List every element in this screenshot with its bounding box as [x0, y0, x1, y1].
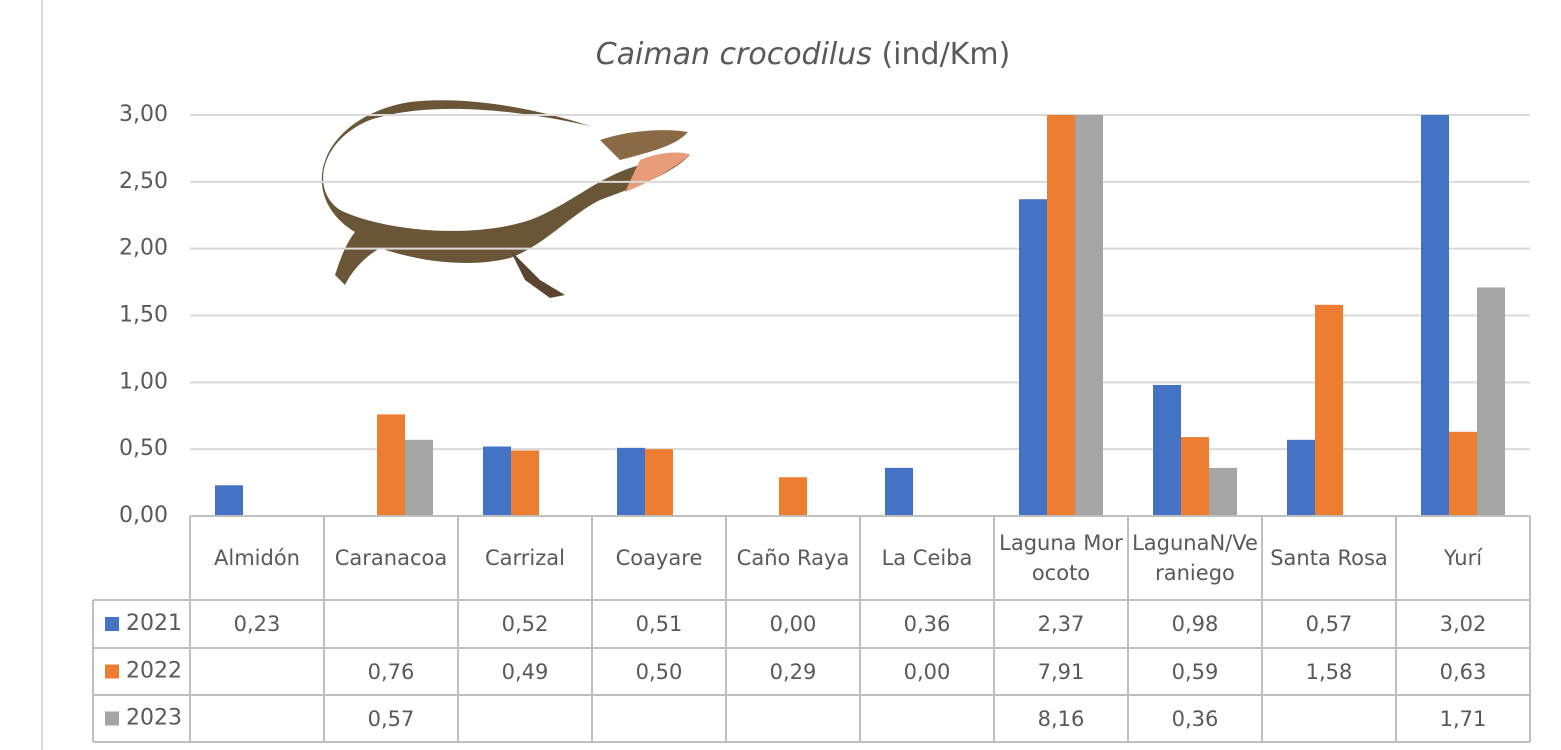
table-value: 0,57: [367, 706, 415, 731]
table-value: 0,36: [1171, 706, 1219, 731]
y-tick-label: 1,00: [119, 369, 168, 394]
category-label: Yurí: [1443, 546, 1483, 570]
y-tick-label: 0,50: [119, 436, 168, 461]
table-value: 0,00: [903, 659, 951, 684]
bar: [779, 477, 807, 516]
bar: [1315, 304, 1343, 516]
table-value: 0,00: [769, 612, 817, 636]
y-tick-label: 2,50: [119, 169, 168, 194]
table-value: 0,52: [501, 612, 549, 636]
title-species: Caiman crocodilus: [596, 37, 872, 72]
table-value: 1,58: [1305, 659, 1353, 684]
table-value: 0,76: [367, 659, 415, 684]
table-value: 0,50: [635, 659, 683, 684]
table-value: 8,16: [1037, 706, 1085, 731]
bar: [1019, 199, 1047, 516]
legend-swatch: [105, 711, 119, 726]
table-value: 2,37: [1037, 612, 1085, 636]
table-value: 0,51: [635, 612, 683, 636]
bar: [405, 439, 433, 516]
y-tick-label: 0,00: [119, 503, 168, 528]
title-unit: (ind/Km): [881, 37, 1010, 72]
bar: [617, 447, 645, 516]
bar: [483, 446, 511, 516]
legend-label: 2021: [126, 611, 182, 636]
bar: [1153, 385, 1181, 516]
table-value: 0,59: [1171, 659, 1219, 684]
table-value: 0,57: [1305, 612, 1353, 636]
table-value: 0,49: [501, 659, 549, 684]
chart-title: Caiman crocodilus (ind/Km): [596, 37, 1011, 72]
table-value: 0,29: [769, 659, 817, 684]
category-label: Caranacoa: [334, 546, 448, 570]
table-value: 0,98: [1171, 612, 1219, 636]
bar: [1287, 439, 1315, 516]
bar: [377, 414, 405, 516]
table-value: 0,63: [1439, 659, 1487, 684]
y-tick-label: 3,00: [119, 102, 168, 127]
legend-label: 2022: [126, 659, 182, 684]
bar: [1181, 437, 1209, 516]
category-label: Caño Raya: [736, 546, 850, 570]
plot-area: [215, 115, 1505, 516]
legend-swatch: [105, 617, 119, 631]
bar: [1477, 287, 1505, 516]
bar: [1421, 115, 1449, 516]
y-tick-label: 1,50: [119, 303, 168, 328]
category-label: Santa Rosa: [1270, 546, 1388, 570]
bar: [885, 467, 913, 516]
crocodile-illustration: [321, 100, 690, 298]
y-tick-label: 2,00: [119, 236, 168, 261]
legend-label: 2023: [126, 706, 182, 731]
category-label: La Ceiba: [881, 546, 973, 570]
table-value: 7,91: [1037, 659, 1085, 684]
bar: [1075, 115, 1103, 516]
bar: [645, 449, 673, 516]
table-value: 0,23: [233, 612, 281, 636]
legend-swatch: [105, 664, 119, 679]
bar: [1047, 115, 1075, 516]
category-label: Almidón: [214, 546, 300, 570]
bar: [215, 485, 243, 516]
category-label: Coayare: [615, 546, 703, 570]
bar: [1209, 467, 1237, 516]
category-label: LagunaN/Veraniego: [1132, 531, 1258, 585]
category-label: Laguna Morocoto: [999, 531, 1123, 585]
bar: [511, 450, 539, 516]
table-value: 0,36: [903, 612, 951, 636]
bar: [1449, 431, 1477, 516]
table-value: 3,02: [1439, 612, 1487, 636]
category-label: Carrizal: [485, 546, 565, 570]
table-value: 1,71: [1439, 706, 1487, 731]
